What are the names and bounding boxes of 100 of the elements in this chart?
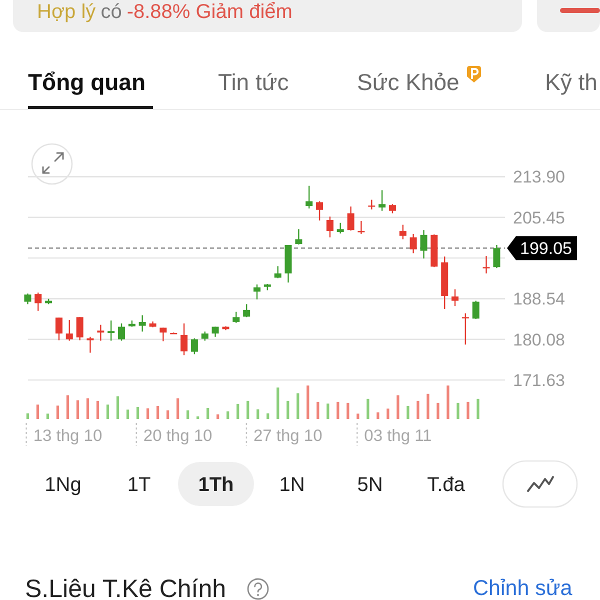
bar — [406, 406, 410, 419]
y-tick-label: 171.63 — [513, 370, 565, 390]
candlestick — [76, 316, 84, 341]
text: 1Ng — [44, 474, 82, 496]
bar — [306, 386, 310, 419]
text: Hợp lý — [37, 1, 96, 23]
candlestick — [253, 284, 260, 300]
candlestick — [368, 199, 376, 210]
text: -8.88% Giảm điểm — [126, 1, 292, 23]
candlestick — [388, 204, 396, 214]
candlestick — [232, 311, 240, 324]
bar — [176, 398, 180, 419]
candlestick — [274, 266, 282, 279]
bar — [26, 413, 29, 419]
candlestick — [24, 292, 32, 305]
candlestick — [347, 206, 354, 232]
candlestick — [160, 327, 167, 342]
text: có — [100, 1, 122, 23]
candlestick — [378, 190, 386, 212]
ref-line-label: 199.05 — [520, 239, 572, 258]
bar — [136, 406, 140, 419]
bar — [316, 402, 320, 419]
bar — [66, 395, 70, 419]
text: 1Th — [198, 474, 234, 496]
text: 1N — [279, 474, 305, 496]
bar — [276, 388, 280, 419]
candlestick — [462, 312, 469, 346]
text: Tin tức — [218, 69, 289, 95]
bar — [296, 393, 300, 419]
candlestick — [472, 300, 480, 320]
bar — [36, 404, 40, 419]
candlestick — [201, 330, 208, 342]
candlestick — [190, 338, 198, 355]
bar — [466, 402, 470, 419]
bar — [106, 404, 110, 419]
candlestick — [420, 229, 428, 260]
bar — [436, 402, 440, 419]
bar — [426, 394, 430, 419]
bar — [446, 386, 450, 419]
bar — [166, 410, 170, 419]
bar — [226, 411, 230, 419]
bar — [266, 413, 270, 419]
bar — [386, 408, 390, 419]
candlestick — [295, 228, 302, 246]
bar — [186, 410, 190, 419]
bar — [76, 400, 80, 419]
bar — [96, 400, 100, 419]
candlestick — [66, 319, 73, 342]
text: Chỉnh sửa — [473, 576, 572, 600]
bar — [336, 402, 340, 419]
bar — [416, 400, 420, 419]
bar — [286, 400, 290, 419]
candlestick — [482, 255, 490, 274]
text: Sức Khỏe — [357, 69, 460, 95]
bar — [216, 414, 220, 419]
bar — [126, 410, 130, 419]
bar — [396, 395, 400, 419]
candlestick — [336, 222, 344, 234]
candlestick — [34, 292, 42, 312]
bar — [56, 406, 60, 419]
text: 5N — [357, 474, 383, 496]
bar — [46, 414, 50, 419]
bar — [246, 400, 250, 419]
candlestick — [410, 233, 417, 254]
bar — [376, 412, 380, 419]
y-tick-label: 213.90 — [513, 168, 565, 187]
x-tick-label: 20 thg 10 — [143, 427, 212, 445]
y-tick-label: 180.08 — [513, 330, 565, 350]
candlestick — [326, 216, 334, 238]
candlestick — [399, 224, 406, 240]
text: Kỹ th — [545, 69, 598, 95]
bar — [476, 398, 480, 419]
x-tick-label: 13 thg 10 — [33, 427, 102, 445]
bar — [456, 402, 460, 419]
candlestick — [138, 314, 146, 332]
candlestick — [97, 324, 104, 342]
candlestick — [452, 288, 459, 307]
text: 1T — [127, 474, 151, 496]
candlestick — [108, 320, 115, 342]
bar — [146, 408, 150, 419]
candlestick — [316, 200, 324, 222]
x-tick-label: 27 thg 10 — [253, 427, 322, 445]
bar — [116, 396, 120, 419]
text: T.đa — [427, 474, 466, 496]
bar — [346, 402, 350, 419]
candlestick — [493, 244, 500, 269]
bar — [366, 398, 370, 419]
x-tick-label: 03 thg 11 — [364, 427, 432, 445]
bar — [326, 404, 330, 419]
candlestick — [306, 185, 313, 210]
candlestick — [118, 322, 125, 342]
candlestick — [180, 322, 188, 356]
bar — [256, 409, 260, 419]
text: S.Liêu T.Kê Chính — [25, 575, 226, 600]
bar — [206, 408, 210, 419]
bar — [236, 404, 240, 419]
bar — [356, 414, 360, 419]
y-tick-label: 205.45 — [513, 208, 565, 228]
y-tick-label: 188.54 — [513, 290, 565, 309]
text: Tổng quan — [28, 69, 146, 95]
